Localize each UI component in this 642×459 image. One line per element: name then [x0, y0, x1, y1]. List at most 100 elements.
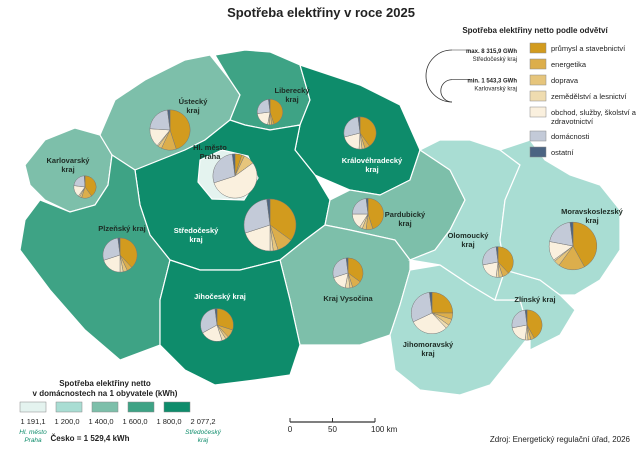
pie-slice — [357, 116, 361, 134]
pie-slice — [84, 175, 86, 188]
legend-swatch — [529, 106, 547, 118]
class-min-region: Hl. město — [19, 429, 47, 436]
pie-slice — [169, 109, 191, 150]
region-label: kraj — [61, 165, 74, 174]
pie-slice — [569, 221, 574, 247]
pie-slice — [526, 309, 543, 339]
pie-slice — [212, 153, 236, 184]
region-label: Karlovarský — [47, 156, 91, 165]
pie-slice — [84, 175, 97, 197]
pie-slice — [347, 257, 364, 283]
pie-slice — [365, 198, 369, 215]
sector-legend-title: Spotřeba elektřiny netto podle odvětví — [462, 26, 608, 35]
scale-label: 100 km — [371, 425, 398, 434]
region-label: Středočeský — [174, 226, 219, 235]
region-label: Plzeňský kraj — [98, 224, 146, 233]
region-label: Moravskoslezský — [561, 207, 624, 216]
pie-slice — [266, 198, 271, 226]
size-legend-region: Karlovarský kraj — [474, 87, 517, 93]
region — [498, 139, 621, 296]
pie-slice — [214, 308, 218, 326]
pie-slice — [216, 308, 234, 331]
scale-label: 50 — [328, 425, 337, 434]
size-legend-label: max. 8 315,9 GWh — [466, 49, 517, 55]
region-label: Jihomoravský — [403, 340, 454, 349]
scale-label: 0 — [288, 425, 293, 434]
regions — [19, 49, 621, 396]
legend-label: doprava — [551, 76, 579, 85]
region-label: Praha — [200, 152, 222, 161]
pie-slice — [343, 116, 361, 138]
pie-slice — [102, 237, 121, 261]
pie-slice — [572, 221, 598, 268]
legend-label: energetika — [551, 60, 587, 69]
size-legend-circle — [440, 79, 453, 103]
region-label: kraj — [186, 106, 199, 115]
region-label: kraj — [398, 219, 411, 228]
class-swatch — [127, 401, 155, 413]
region-label: Pardubický — [385, 210, 426, 219]
size-legend-circle — [425, 49, 453, 103]
class-break: 1 200,0 — [54, 417, 79, 426]
pie-slice — [367, 198, 384, 230]
region-label: kraj — [585, 216, 598, 225]
pie-slice — [269, 198, 297, 241]
legend-swatch — [529, 42, 547, 54]
title: Spotřeba elektřiny v roce 2025 — [227, 5, 415, 20]
pie-slice — [119, 237, 138, 268]
region-label: kraj — [461, 240, 474, 249]
region-label: Liberecký — [274, 86, 310, 95]
class-min-region: Praha — [24, 437, 42, 444]
pie-slice — [359, 116, 377, 147]
class-max-region: kraj — [198, 437, 209, 444]
region-label: Hl. město — [193, 143, 227, 152]
legend-label: obchod, služby, školství a zdravotnictví — [551, 108, 637, 126]
class-break: 2 077,2 — [190, 417, 215, 426]
legend-swatch — [529, 58, 547, 70]
legend-swatch — [529, 146, 547, 158]
legend-swatch — [529, 74, 547, 86]
class-break: 1 400,0 — [88, 417, 113, 426]
pie-slice — [269, 98, 283, 125]
legend-label: domácnosti — [551, 132, 590, 141]
pie-slice — [268, 98, 271, 113]
region-label: Zlínský kraj — [514, 295, 555, 304]
source: Zdroj: Energetický regulační úřad, 2026 — [490, 435, 631, 444]
region-label: Olomoucký — [448, 231, 490, 240]
pie-slice — [431, 291, 454, 314]
class-swatch — [163, 401, 191, 413]
country-value: Česko = 1 529,4 kWh — [51, 434, 130, 443]
size-legend-label: min. 1 543,3 GWh — [467, 79, 517, 85]
region-label: Jihočeský kraj — [194, 292, 246, 301]
pie-slice — [200, 308, 218, 334]
region-label: kraj — [189, 235, 202, 244]
pie-slice — [332, 257, 349, 278]
region-label: kraj — [285, 95, 298, 104]
region-label: kraj — [421, 349, 434, 358]
pie-slice — [231, 153, 236, 177]
class-break: 1 600,0 — [122, 417, 147, 426]
region-label: kraj — [365, 165, 378, 174]
legend-label: průmysl a stavebnictví — [551, 44, 626, 53]
pie-slice — [117, 237, 121, 256]
pie-slice — [495, 246, 499, 263]
class-swatch — [55, 401, 83, 413]
class-break: 1 191,1 — [20, 417, 45, 426]
class-swatch — [91, 401, 119, 413]
class-legend-title: Spotřeba elektřiny netto — [59, 379, 151, 388]
legend-swatch — [529, 130, 547, 142]
legend-swatch — [529, 90, 547, 102]
class-legend-title: v domácnostech na 1 obyvatele (kWh) — [33, 389, 178, 398]
class-swatch — [19, 401, 47, 413]
region-label: Ústecký — [179, 97, 209, 106]
pie-slice — [524, 309, 528, 326]
pie-slice — [497, 246, 514, 274]
pie-slice — [411, 292, 433, 323]
size-legend-region: Středočeský kraj — [473, 57, 517, 63]
class-max-region: Středočeský — [185, 429, 222, 436]
pie-slice — [167, 109, 171, 131]
pie-slice — [243, 198, 271, 234]
pie-slice — [345, 257, 349, 274]
pie-slice — [213, 162, 258, 199]
